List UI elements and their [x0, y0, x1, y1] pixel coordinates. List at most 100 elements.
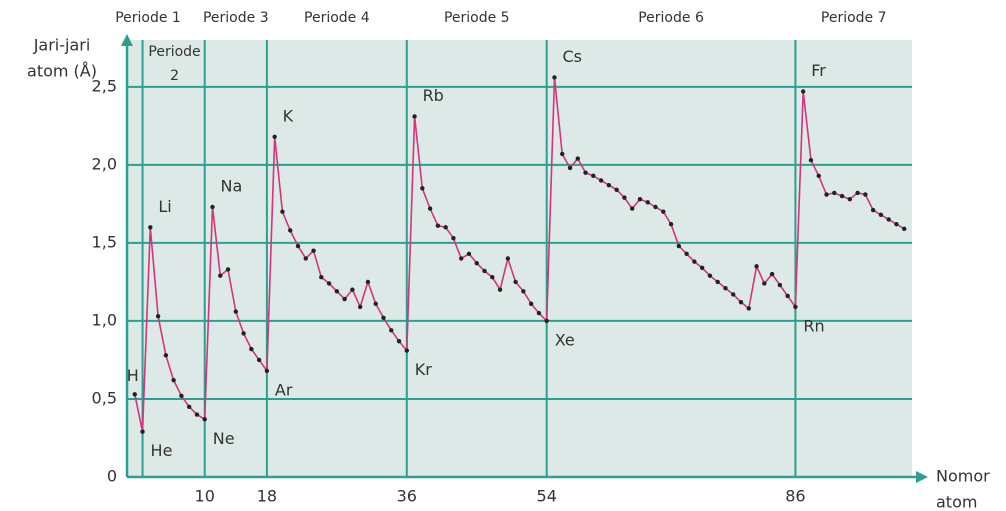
y-tick-label: 1,0 — [92, 310, 117, 329]
data-point — [490, 275, 495, 280]
data-point — [832, 190, 837, 196]
data-point — [420, 186, 425, 191]
data-point — [295, 243, 301, 249]
data-point — [202, 417, 207, 422]
data-point — [326, 281, 332, 286]
x-tick-label: 86 — [785, 487, 805, 506]
data-point — [793, 304, 798, 310]
y-tick-label: 2,5 — [92, 76, 117, 95]
data-point — [769, 271, 775, 277]
data-point — [606, 182, 612, 188]
y-tick-label: 0 — [107, 467, 117, 486]
data-point — [544, 318, 549, 324]
point-label: Cs — [562, 47, 582, 66]
data-point — [373, 301, 378, 306]
data-point — [785, 293, 790, 299]
data-point — [878, 212, 884, 217]
period-label: Periode 3 — [203, 10, 269, 26]
point-label: Rb — [423, 86, 444, 105]
x-axis-label: atom — [936, 493, 977, 511]
point-label: Ne — [213, 429, 235, 448]
data-point — [552, 75, 557, 80]
data-point — [443, 225, 448, 230]
data-point — [863, 192, 868, 197]
data-point — [808, 157, 814, 163]
point-label: Fr — [811, 61, 826, 80]
data-point — [505, 256, 511, 261]
data-point — [886, 217, 891, 222]
y-axis-label: atom (Å) — [27, 62, 97, 81]
data-point — [870, 207, 876, 213]
data-point — [225, 267, 231, 272]
period-label: Periode 6 — [638, 10, 704, 26]
data-point — [746, 306, 751, 311]
x-tick-label: 54 — [537, 487, 557, 506]
data-point — [381, 315, 386, 321]
x-axis-label: Nomor — [936, 467, 990, 486]
period-label: 2 — [170, 68, 179, 84]
data-point — [155, 314, 161, 319]
data-point — [723, 285, 728, 291]
data-point — [684, 251, 689, 257]
data-point — [194, 412, 200, 417]
point-label: Li — [158, 197, 171, 216]
data-point — [847, 196, 853, 202]
data-point — [389, 328, 394, 333]
data-point — [272, 134, 277, 139]
y-tick-label: 0,5 — [92, 388, 117, 407]
data-point — [451, 236, 456, 241]
data-point — [855, 190, 860, 196]
data-point — [707, 273, 713, 278]
data-point — [591, 173, 596, 178]
data-point — [249, 346, 254, 352]
point-label: Na — [220, 176, 242, 195]
data-point — [583, 170, 588, 175]
data-point — [186, 404, 192, 409]
data-point — [699, 265, 705, 271]
data-point — [148, 225, 153, 230]
data-point — [661, 209, 666, 214]
data-point — [824, 192, 829, 197]
data-point — [637, 196, 643, 202]
data-point — [560, 151, 565, 157]
data-point — [241, 331, 246, 336]
data-point — [536, 310, 542, 316]
point-label: Rn — [803, 316, 824, 335]
period-label: Periode 7 — [821, 10, 887, 26]
data-point — [427, 206, 433, 211]
data-point — [140, 429, 145, 434]
data-point — [435, 223, 441, 228]
period-label: Periode 5 — [444, 10, 510, 26]
data-point — [731, 292, 736, 297]
data-point — [800, 89, 806, 94]
data-point — [459, 256, 464, 261]
data-point — [513, 279, 518, 285]
point-label: He — [151, 441, 173, 460]
period-label: Periode — [148, 44, 200, 60]
data-point — [396, 339, 402, 344]
plot-background — [127, 40, 912, 477]
data-point — [715, 279, 720, 285]
period-label: Periode 1 — [115, 10, 181, 26]
data-point — [629, 206, 635, 211]
data-point — [280, 209, 285, 214]
data-point — [497, 287, 503, 292]
period-label: Periode 4 — [304, 10, 370, 26]
data-line — [134, 77, 905, 432]
data-point — [132, 392, 137, 397]
data-point — [179, 393, 184, 399]
data-point — [171, 378, 176, 383]
data-point — [163, 353, 169, 358]
data-point — [350, 287, 355, 292]
x-tick-label: 10 — [195, 487, 215, 506]
point-label: Xe — [555, 330, 575, 349]
data-point — [521, 289, 526, 294]
data-point — [622, 195, 627, 200]
data-point — [288, 228, 293, 233]
data-point — [210, 204, 215, 210]
point-label: K — [283, 106, 294, 125]
data-point — [653, 204, 658, 210]
data-point — [303, 256, 308, 261]
data-point — [466, 251, 472, 257]
